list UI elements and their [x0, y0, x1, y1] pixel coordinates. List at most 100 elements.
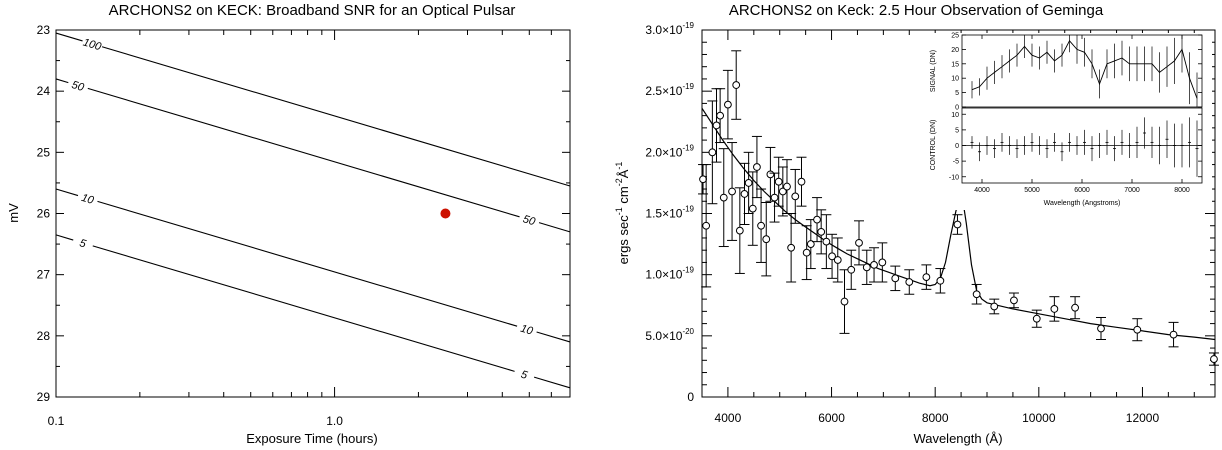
- right-y-axis-label: ergs sec-1 cm-2Å-1: [614, 162, 631, 265]
- data-point: [718, 148, 729, 248]
- data-point-marker: [744, 179, 753, 187]
- left-y-tick-label: 23: [37, 23, 51, 37]
- data-point: [747, 171, 758, 246]
- data-point-marker: [990, 302, 999, 311]
- data-point-marker: [817, 227, 826, 236]
- data-point-marker: [802, 248, 811, 257]
- snr-contour-line: [92, 245, 515, 372]
- right-ylabel-exponent: -1: [614, 162, 624, 170]
- left-y-axis-label: mV: [6, 203, 21, 223]
- data-point-marker: [791, 192, 800, 201]
- inset-x-tick-label: 5000: [1024, 187, 1040, 194]
- right-y-tick-exponent: -19: [682, 21, 694, 30]
- snr-contour-label: 10: [519, 323, 535, 338]
- data-point-marker: [728, 187, 736, 196]
- data-point: [846, 249, 857, 290]
- snr-contour-chart: ARCHONS2 on KECK: Broadband SNR for an O…: [6, 2, 571, 446]
- data-point: [989, 298, 1000, 315]
- right-y-tick-label: 5.0×10-20: [645, 327, 694, 343]
- data-point-marker: [1050, 305, 1059, 313]
- data-point-marker: [840, 297, 849, 306]
- right-ylabel-part: cm: [616, 186, 631, 207]
- left-contours: 100 50 50 10 10 5 5: [55, 32, 571, 389]
- data-point: [839, 269, 850, 334]
- data-point: [781, 159, 792, 214]
- inset-top-y-tick-label: 10: [951, 76, 959, 83]
- data-point: [731, 50, 742, 120]
- snr-contour-line: [87, 87, 520, 218]
- inset-bottom-ylabel: CONTROL (DN): [930, 120, 937, 171]
- inset-x-tick-label: 4000: [974, 187, 990, 194]
- snr-contour-line: [97, 200, 518, 327]
- snr-contour-label: 5: [78, 237, 88, 250]
- data-point-marker: [936, 276, 945, 285]
- data-point-marker: [1010, 296, 1018, 305]
- inset-top-y-tick-label: 5: [955, 90, 959, 97]
- right-y-tick-label: 1.5×10-19: [645, 205, 694, 221]
- inset-top-layer: 0 5 10 15 20 25: [951, 33, 1202, 112]
- data-point-marker: [828, 252, 836, 261]
- data-point-marker: [708, 148, 717, 157]
- data-point: [861, 249, 872, 285]
- data-point: [805, 219, 816, 270]
- data-point: [707, 100, 718, 205]
- data-point-marker: [778, 187, 787, 196]
- left-y-tick-label: 28: [37, 329, 51, 343]
- right-x-tick-label: 6000: [818, 411, 845, 425]
- right-points-layer: [698, 50, 1219, 366]
- inset-bottom-layer: -10 -5 0 5 10 4000 5000 6000 7000 8000: [949, 112, 1202, 194]
- inset-top-y-tick-label: 25: [951, 33, 959, 40]
- data-point: [1132, 318, 1143, 342]
- data-point-marker: [757, 221, 765, 230]
- inset-top-y-tick-label: 15: [951, 61, 959, 68]
- snr-contour-line: [101, 46, 571, 187]
- data-point: [890, 265, 901, 292]
- data-point: [832, 237, 843, 283]
- data-point-marker: [719, 193, 728, 202]
- snr-contour-label: 5: [519, 369, 529, 382]
- data-point: [877, 242, 888, 283]
- data-point-marker: [953, 220, 962, 229]
- snr-contour-label: 100: [82, 36, 104, 53]
- inset-x-tick-label: 8000: [1174, 187, 1190, 194]
- right-y-tick-label: 0: [687, 390, 694, 404]
- left-x-tick-label: 1.0: [326, 414, 343, 428]
- inset-bottom-y-tick-label: -5: [953, 159, 959, 166]
- data-point-marker: [783, 182, 791, 191]
- right-x-tick-label: 10000: [1022, 411, 1056, 425]
- data-point: [1031, 309, 1042, 328]
- snr-contour-label: 50: [521, 213, 537, 228]
- left-chart-title: ARCHONS2 on KECK: Broadband SNR for an O…: [109, 2, 516, 19]
- data-point-marker: [922, 273, 931, 282]
- right-y-tick-exponent: -19: [682, 143, 694, 152]
- inset-x-tick-label: 7000: [1124, 187, 1140, 194]
- data-point-marker: [748, 204, 757, 213]
- data-point-marker: [740, 190, 749, 198]
- data-point: [854, 220, 865, 266]
- data-point: [971, 283, 982, 305]
- data-point-marker: [855, 238, 863, 247]
- data-point-marker: [847, 265, 856, 274]
- left-y-tick-label: 27: [37, 268, 51, 282]
- data-point-marker: [822, 237, 831, 246]
- right-y-tick-label: 2.0×10-19: [645, 143, 694, 159]
- right-y-tick-label: 1.0×10-19: [645, 266, 694, 282]
- right-y-tick-exponent: -20: [682, 327, 694, 336]
- snr-contour-label: 10: [80, 192, 96, 207]
- data-point: [743, 151, 754, 214]
- right-y-tick-exponent: -19: [682, 205, 694, 214]
- data-point-marker: [787, 243, 796, 252]
- data-point-marker: [774, 177, 783, 186]
- right-ylabel-exponent: -2: [614, 178, 624, 186]
- snr-contour-label: 50: [70, 79, 86, 94]
- data-point: [727, 142, 738, 241]
- data-point-marker: [716, 111, 725, 120]
- data-point: [952, 214, 963, 235]
- data-point-marker: [1210, 355, 1218, 363]
- data-point: [761, 201, 772, 277]
- left-marker-layer: [440, 208, 451, 219]
- data-point: [777, 166, 788, 217]
- data-point: [790, 168, 801, 224]
- inset-bottom-y-tick-label: -10: [949, 174, 959, 181]
